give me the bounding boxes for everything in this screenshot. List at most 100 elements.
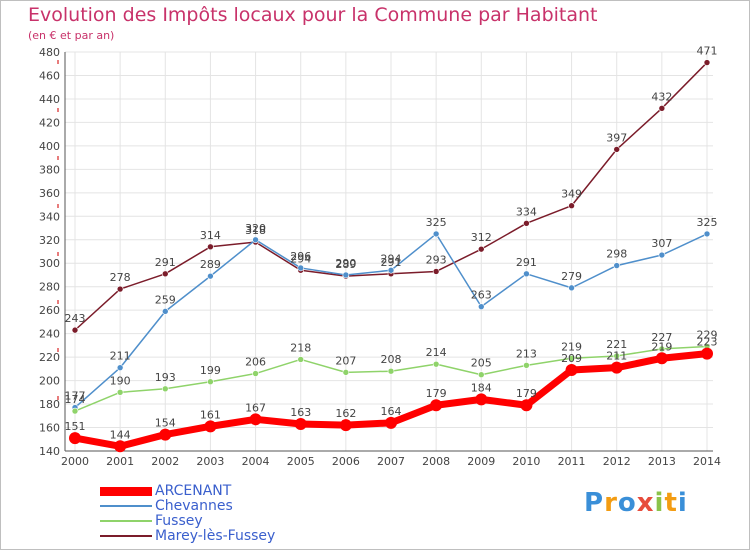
legend-label: Fussey xyxy=(155,513,203,529)
y-tick-label: 340 xyxy=(39,210,60,223)
data-label: 397 xyxy=(606,131,627,144)
x-tick-label: 2007 xyxy=(377,455,405,468)
data-label: 164 xyxy=(381,405,402,418)
data-point xyxy=(387,367,395,375)
logo-letter: o xyxy=(617,488,637,518)
chart-title: Evolution des Impôts locaux pour la Comm… xyxy=(28,4,598,26)
logo-letter: P xyxy=(584,488,605,518)
data-point xyxy=(69,432,81,445)
data-point xyxy=(385,416,397,429)
y-tick-label: 360 xyxy=(39,187,60,200)
y-tick-label: 200 xyxy=(39,375,60,388)
x-tick-label: 2013 xyxy=(648,455,676,468)
y-tick-label: 460 xyxy=(39,69,60,82)
data-label: 279 xyxy=(561,270,582,283)
data-point xyxy=(613,146,621,153)
data-point xyxy=(520,399,533,412)
data-label: 349 xyxy=(561,188,582,201)
x-tick-label: 2000 xyxy=(61,455,89,468)
data-label: 190 xyxy=(110,374,131,387)
x-tick-label: 2011 xyxy=(558,455,586,468)
data-point xyxy=(342,271,350,279)
data-label: 205 xyxy=(471,357,492,370)
data-point xyxy=(294,418,307,431)
data-label: 314 xyxy=(200,229,221,242)
data-label: 471 xyxy=(697,45,718,58)
y-tick-label: 420 xyxy=(39,116,60,129)
data-label: 312 xyxy=(471,231,492,244)
y-tick-label: 160 xyxy=(39,422,60,435)
data-label: 289 xyxy=(200,258,221,271)
chart-subtitle: (en € et par an) xyxy=(28,29,115,42)
data-point xyxy=(297,264,305,272)
data-label: 307 xyxy=(651,237,672,250)
data-label: 218 xyxy=(290,341,311,354)
legend-swatch xyxy=(100,487,152,496)
data-point xyxy=(523,220,530,227)
data-point xyxy=(339,419,352,432)
x-tick-label: 2004 xyxy=(242,455,270,468)
data-label: 151 xyxy=(65,420,86,433)
data-label: 211 xyxy=(110,350,131,363)
data-point xyxy=(207,272,214,280)
logo-letter: i xyxy=(677,488,688,518)
data-label: 298 xyxy=(606,248,627,261)
data-label: 193 xyxy=(155,371,176,384)
plot-area xyxy=(65,52,713,451)
data-label: 291 xyxy=(155,256,176,269)
x-tick-label: 2014 xyxy=(693,455,721,468)
data-label: 291 xyxy=(516,256,537,269)
data-label: 208 xyxy=(381,353,402,366)
data-point xyxy=(432,268,440,275)
data-point xyxy=(475,393,488,406)
data-label: 219 xyxy=(651,340,672,353)
data-label: 294 xyxy=(290,252,311,265)
proxiti-logo: Proxiti xyxy=(584,488,688,518)
data-point xyxy=(655,352,668,365)
x-tick-label: 2012 xyxy=(603,455,631,468)
data-point xyxy=(658,251,666,259)
data-point xyxy=(161,270,169,278)
data-label: 229 xyxy=(697,329,718,342)
x-tick-label: 2005 xyxy=(287,455,315,468)
data-point xyxy=(701,347,713,360)
data-label: 174 xyxy=(65,393,86,406)
data-label: 334 xyxy=(516,205,537,218)
y-tick-label: 140 xyxy=(39,445,60,458)
data-point xyxy=(207,243,214,251)
data-point xyxy=(568,354,575,362)
data-label: 227 xyxy=(651,331,672,344)
data-point xyxy=(71,326,79,334)
data-point xyxy=(568,284,575,292)
data-point xyxy=(161,308,169,315)
data-point xyxy=(207,378,214,386)
data-point xyxy=(523,270,530,278)
data-point xyxy=(159,428,172,441)
data-label: 325 xyxy=(426,216,447,229)
data-label: 320 xyxy=(245,222,266,235)
data-point xyxy=(477,371,485,379)
x-tick-label: 2009 xyxy=(467,455,495,468)
x-tick-label: 2001 xyxy=(106,455,134,468)
x-tick-label: 2008 xyxy=(422,455,450,468)
legend-label: Chevannes xyxy=(155,498,233,514)
legend-swatch xyxy=(100,520,152,522)
data-label: 206 xyxy=(245,356,266,369)
data-label: 293 xyxy=(426,253,447,266)
data-point xyxy=(523,362,530,369)
y-tick-label: 260 xyxy=(39,304,60,317)
y-tick-label: 300 xyxy=(39,257,60,270)
data-label: 179 xyxy=(426,387,447,400)
data-label: 289 xyxy=(335,258,356,271)
data-point xyxy=(387,266,395,274)
data-label: 263 xyxy=(471,289,492,302)
logo-letter: i xyxy=(654,488,665,518)
data-label: 199 xyxy=(200,364,221,377)
data-label: 294 xyxy=(381,252,402,265)
legend-swatch xyxy=(100,505,152,507)
data-label: 318 xyxy=(245,224,266,237)
data-point xyxy=(204,420,217,433)
data-label: 325 xyxy=(697,216,718,229)
data-point xyxy=(613,262,621,269)
legend-label: Marey-lès-Fussey xyxy=(155,528,276,544)
